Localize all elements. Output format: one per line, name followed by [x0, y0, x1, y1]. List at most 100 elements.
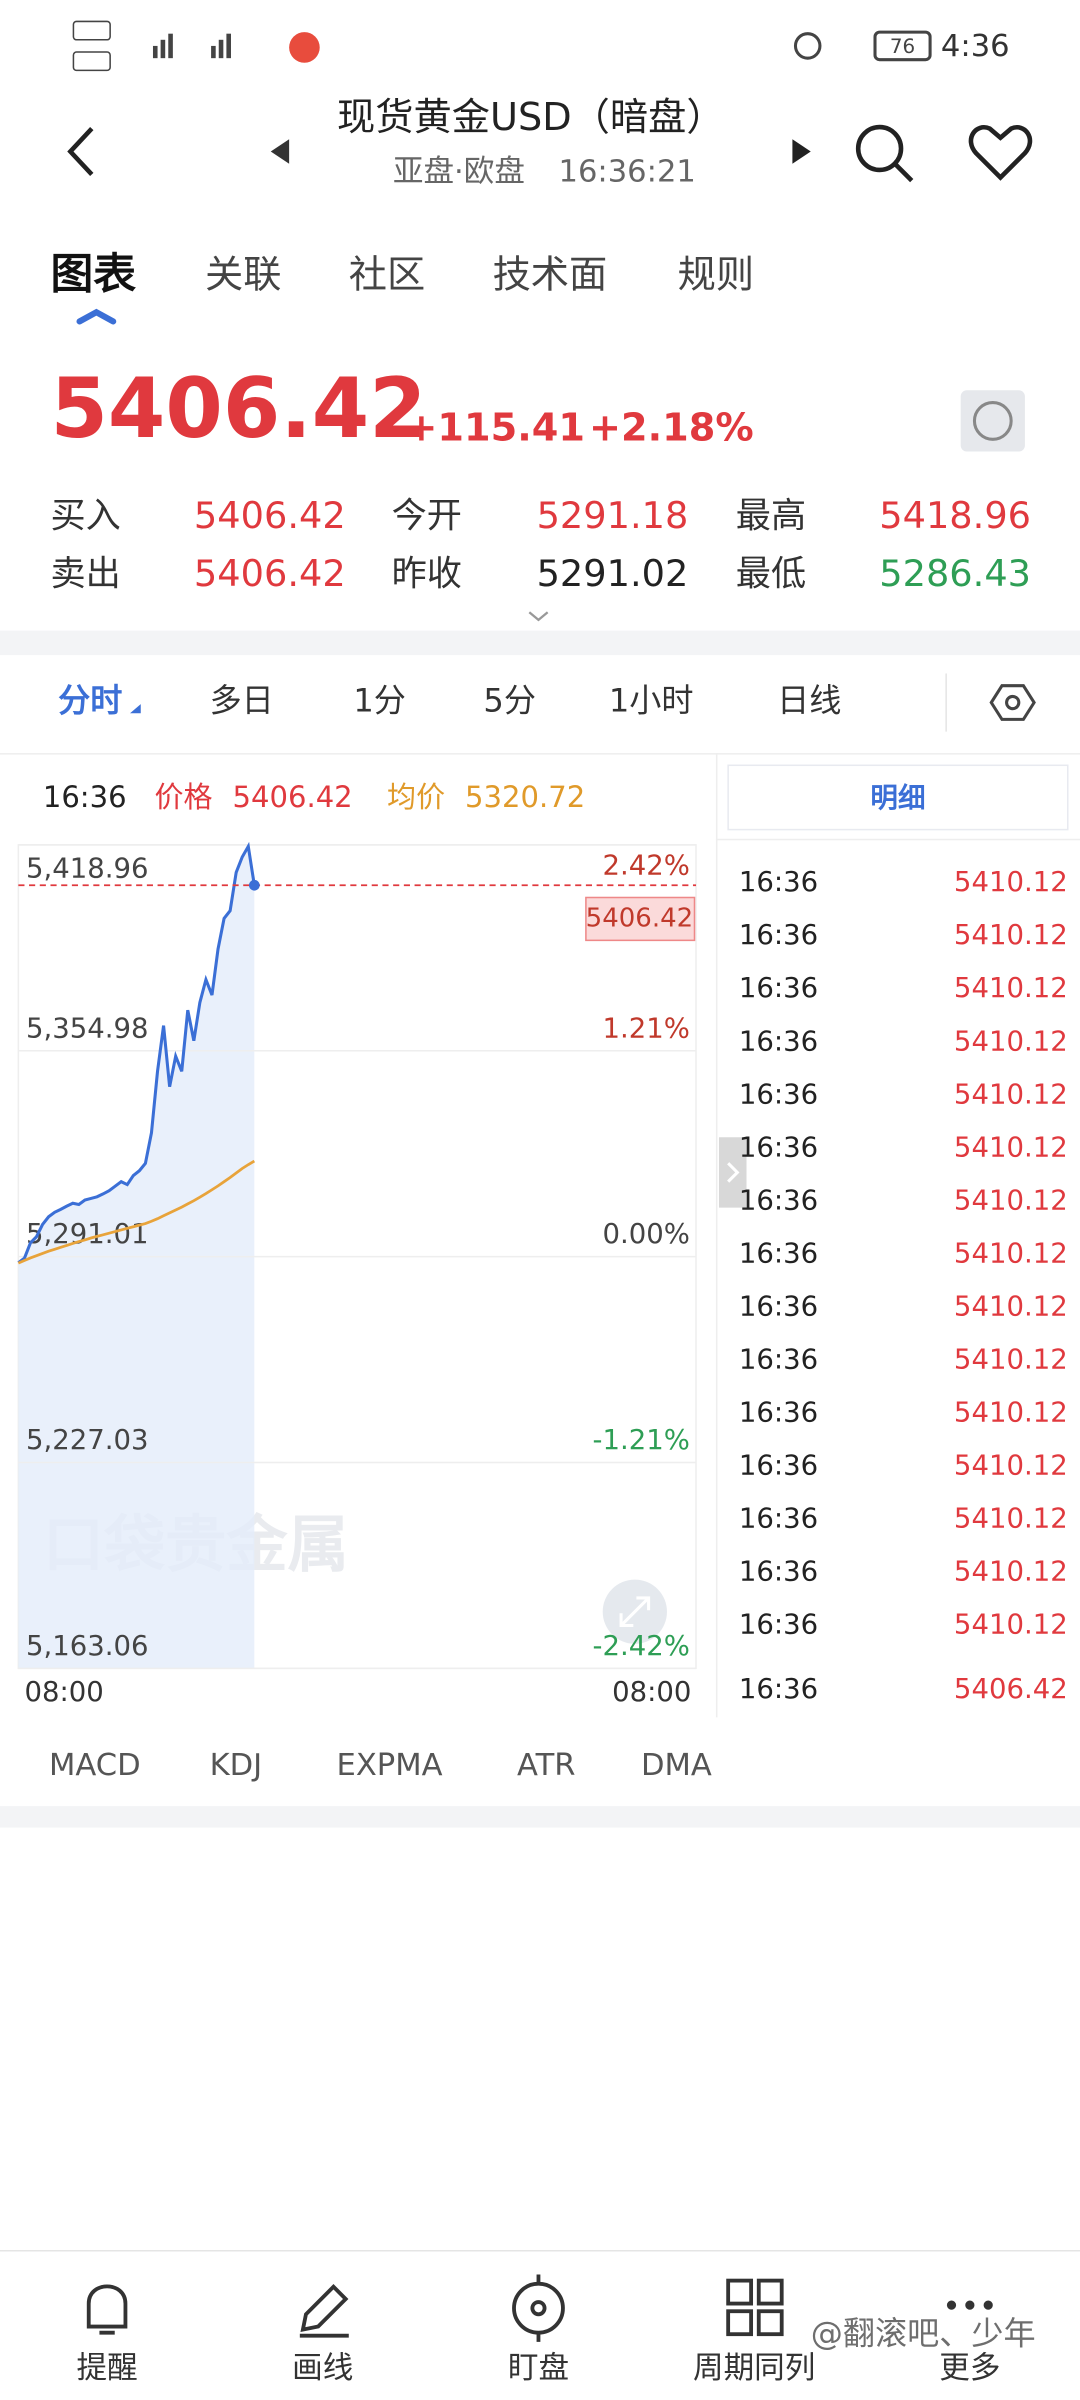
period-tab[interactable]: 1小时 — [609, 682, 694, 720]
prev-button[interactable] — [270, 139, 290, 164]
detail-time: 16:36 — [739, 1609, 818, 1641]
detail-price: 5410.12 — [954, 1237, 1068, 1269]
tab[interactable]: 关联 — [205, 253, 281, 298]
y2-tick-label: -2.42% — [593, 1630, 690, 1662]
battery: 76 — [890, 35, 915, 58]
price-change: +115.41 — [405, 406, 585, 451]
divider — [715, 838, 1080, 841]
stat-value: 5406.42 — [194, 552, 346, 595]
detail-time: 16:36 — [739, 1290, 818, 1322]
detail-time: 16:36 — [739, 1673, 818, 1705]
separator — [0, 630, 1080, 656]
favorite-button[interactable] — [968, 125, 1033, 181]
session: 亚盘·欧盘 — [393, 154, 525, 189]
nav-border — [0, 2250, 1080, 2252]
detail-price: 5410.12 — [954, 1397, 1068, 1429]
indicator-tab[interactable]: EXPMA — [337, 1748, 443, 1783]
indicator-tab[interactable]: DMA — [641, 1748, 712, 1783]
period-tab[interactable]: 5分 — [483, 682, 536, 720]
stat-label: 昨收 — [392, 554, 462, 595]
stat-value: 5286.43 — [879, 552, 1031, 595]
nav-label[interactable]: 画线 — [292, 2351, 353, 2386]
status-icons — [72, 20, 932, 72]
detail-time: 16:36 — [739, 1397, 818, 1429]
settings-button[interactable] — [989, 684, 1036, 721]
detail-price: 5410.12 — [954, 919, 1068, 951]
next-button[interactable] — [792, 139, 811, 164]
info-price: 5406.42 — [233, 780, 353, 814]
y2-tick-label: 0.00% — [602, 1218, 689, 1250]
detail-price: 5410.12 — [954, 1503, 1068, 1535]
period-tab[interactable]: 日线 — [777, 682, 841, 720]
stat-value: 5418.96 — [879, 494, 1031, 537]
detail-time: 16:36 — [739, 866, 818, 898]
period-tab[interactable]: 分时 — [58, 682, 122, 720]
detail-price: 5406.42 — [954, 1673, 1068, 1705]
period-tab[interactable]: 多日 — [210, 682, 274, 720]
detail-price: 5410.12 — [954, 1025, 1068, 1057]
tab[interactable]: 社区 — [349, 253, 425, 298]
current-price-tag — [585, 896, 696, 942]
detail-time: 16:36 — [739, 1131, 818, 1163]
stat-label: 最高 — [736, 495, 806, 536]
page-title: 现货黄金USD（暗盘） — [337, 95, 725, 140]
back-button[interactable] — [67, 127, 94, 177]
y2-tick-label: 2.42% — [602, 849, 689, 881]
period-tab[interactable]: 1分 — [353, 682, 406, 720]
detail-time: 16:36 — [739, 1078, 818, 1110]
detail-time: 16:36 — [739, 1184, 818, 1216]
divider — [945, 673, 947, 732]
indicator-tab[interactable]: MACD — [49, 1748, 141, 1783]
series-line — [17, 841, 256, 1265]
last-price: 5406.42 — [50, 361, 426, 457]
tab[interactable]: 图表 — [50, 250, 136, 300]
nav-label[interactable]: 周期同列 — [693, 2351, 815, 2386]
stat-value: 5291.02 — [537, 552, 689, 595]
info-price-label: 价格 — [155, 780, 213, 814]
y-tick-label: 5,418.96 — [26, 852, 149, 884]
y-tick-label: 5,227.03 — [26, 1424, 149, 1456]
stat-label: 卖出 — [50, 554, 120, 595]
drawer-handle[interactable] — [718, 1137, 747, 1208]
x-tick-label: 08:00 — [612, 1676, 691, 1708]
detail-price: 5410.12 — [954, 1131, 1068, 1163]
divider — [0, 753, 1080, 755]
detail-price: 5410.12 — [954, 1290, 1068, 1322]
detail-price: 5410.12 — [954, 972, 1068, 1004]
y2-tick-label: -1.21% — [593, 1424, 690, 1456]
search-button[interactable] — [855, 124, 914, 183]
nav-icons — [86, 2274, 784, 2342]
nav-label[interactable]: 盯盘 — [508, 2351, 569, 2386]
detail-time: 16:36 — [739, 972, 818, 1004]
current-price-label: 5406.42 — [586, 903, 694, 933]
y-tick-label: 5,163.06 — [26, 1630, 149, 1662]
fullscreen-button[interactable] — [602, 1579, 667, 1644]
x-tick-label: 08:00 — [24, 1676, 103, 1708]
detail-price: 5410.12 — [954, 1184, 1068, 1216]
stat-label: 最低 — [736, 554, 806, 595]
info-avg: 5320.72 — [465, 780, 585, 814]
detail-header[interactable] — [727, 764, 1069, 831]
stat-value: 5291.18 — [537, 494, 689, 537]
nav-label[interactable]: 提醒 — [76, 2351, 137, 2386]
expand-chevron[interactable] — [528, 611, 549, 622]
quote-icon[interactable] — [960, 390, 1025, 452]
detail-price: 5410.12 — [954, 1450, 1068, 1482]
tab[interactable]: 技术面 — [493, 253, 608, 298]
y-tick-label: 5,291.01 — [26, 1218, 149, 1250]
detail-time: 16:36 — [739, 1556, 818, 1588]
detail-price: 5410.12 — [954, 1078, 1068, 1110]
more-dots — [946, 2300, 993, 2310]
tab[interactable]: 规则 — [678, 253, 754, 298]
nav-label[interactable]: 更多 — [939, 2351, 1000, 2386]
detail-time: 16:36 — [739, 1343, 818, 1375]
detail-price: 5410.12 — [954, 866, 1068, 898]
detail-time: 16:36 — [739, 1450, 818, 1482]
current-dot — [248, 879, 260, 891]
indicator-tab[interactable]: ATR — [517, 1748, 575, 1783]
info-time: 16:36 — [43, 780, 127, 814]
stat-label: 今开 — [392, 495, 462, 536]
indicator-tab[interactable]: KDJ — [210, 1748, 263, 1783]
detail-title[interactable]: 明细 — [870, 782, 925, 814]
detail-price: 5410.12 — [954, 1556, 1068, 1588]
